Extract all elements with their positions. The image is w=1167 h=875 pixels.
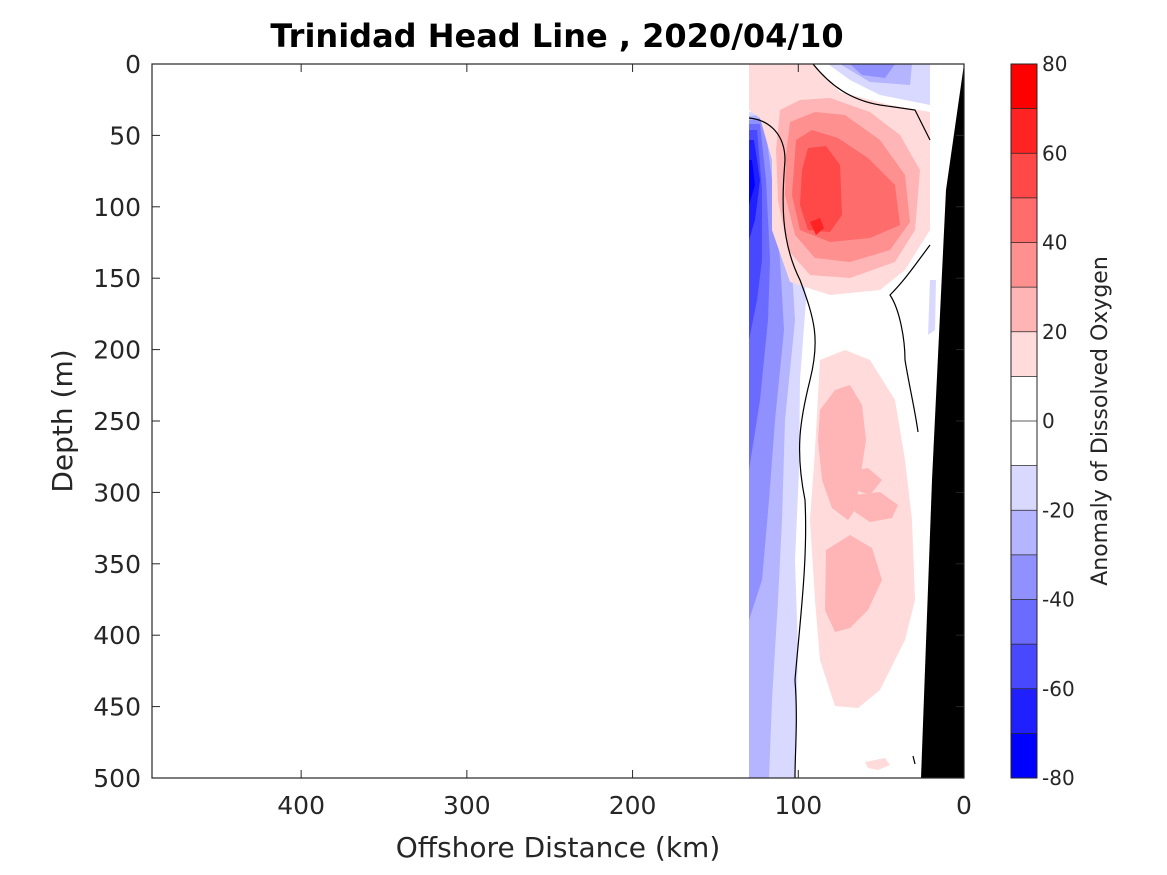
seafloor-mask [921,64,964,778]
y-tick-label: 150 [93,264,141,293]
y-tick-label: 200 [93,336,141,365]
zero-contour-line-1 [748,117,816,779]
contour-band-14-16 [810,218,824,235]
colorbar-tick-label: 80 [1042,52,1067,76]
x-tick-label: 100 [774,791,822,820]
colorbar: -80 -60 -40 -20 0 20 40 60 80 [1010,52,1075,790]
zero-contour-lines [748,63,931,779]
colorbar-swatch [1011,465,1037,511]
colorbar-swatch [1011,644,1037,690]
colorbar-swatch [1011,688,1037,734]
colorbar-swatch [1011,287,1037,333]
y-tick-label: 400 [93,621,141,650]
x-tick-label: 0 [956,791,972,820]
colorbar-label: Anomaly of Dissolved Oxygen [1088,256,1113,586]
x-axis-label: Offshore Distance (km) [396,831,721,864]
contour-fills [749,64,936,778]
colorbar-tick-label: -60 [1042,677,1075,701]
colorbar-swatch [1011,421,1037,466]
colorbar-swatch [1011,599,1037,645]
x-tick-label: 300 [443,791,491,820]
colorbar-tick-label: 20 [1042,320,1067,344]
y-tick-label: 500 [93,764,141,793]
x-tick-label: 200 [609,791,657,820]
zero-contour-line-0 [812,63,931,141]
colorbar-swatch [1011,197,1037,243]
y-axis-label: Depth (m) [46,349,79,492]
colorbar-swatch [1011,510,1037,556]
contour-band-6-10 [928,280,936,335]
colorbar-swatch [1011,376,1037,422]
colorbar-tick-label: 40 [1042,231,1067,255]
contour-band-10-19 [848,468,882,495]
colorbar-swatch [1011,242,1037,288]
plot-area [151,63,965,779]
contour-band-9-22 [865,758,890,770]
colorbar-swatch [1011,331,1037,377]
zero-contour-line-3 [912,755,916,765]
y-tick-label: 450 [93,693,141,722]
y-tick-label: 350 [93,550,141,579]
contour-band-4-9 [850,64,895,78]
contour-band-13-15 [800,146,842,232]
colorbar-swatch [1011,733,1037,779]
colorbar-tick-label: 0 [1042,409,1055,433]
chart-title: Trinidad Head Line , 2020/04/10 [270,17,843,55]
y-tick-label: 0 [125,50,141,79]
colorbar-swatch [1011,554,1037,600]
y-tick-label: 50 [109,121,141,150]
x-tick-label: 400 [277,791,325,820]
colorbar-frame [1010,63,1038,779]
contour-band-0-6 [749,160,755,205]
y-tick-label: 300 [93,478,141,507]
contour-band-10-21 [825,535,882,632]
contour-band-10-20 [855,492,898,522]
colorbar-tick-label: -80 [1042,766,1075,790]
y-tick-label: 100 [93,193,141,222]
colorbar-swatch [1011,64,1037,109]
zero-contour-line-2 [889,244,931,433]
colorbar-tick-label: -20 [1042,498,1075,522]
colorbar-swatch [1011,153,1037,199]
colorbar-swatch [1011,108,1037,154]
y-tick-label: 250 [93,407,141,436]
x-axis: 400 300 200 100 0 [277,64,972,820]
colorbar-tick-label: -40 [1042,588,1075,612]
y-axis: 0 50 100 150 200 250 300 350 400 450 500 [93,50,964,793]
colorbar-tick-label: 60 [1042,141,1067,165]
